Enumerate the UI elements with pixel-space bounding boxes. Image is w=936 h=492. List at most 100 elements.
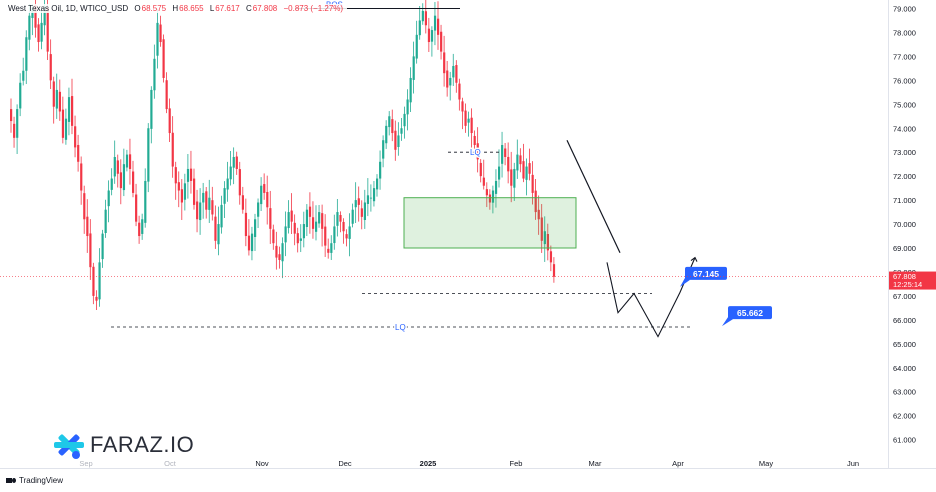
candle[interactable] [525, 158, 528, 196]
candle[interactable] [400, 117, 403, 141]
candle[interactable] [473, 130, 476, 149]
candle[interactable] [308, 192, 312, 234]
candle[interactable] [128, 138, 132, 185]
candle[interactable] [366, 178, 370, 217]
candle[interactable] [537, 195, 540, 235]
candle[interactable] [141, 213, 144, 240]
candle[interactable] [211, 186, 214, 221]
candle[interactable] [305, 204, 309, 237]
candle[interactable] [10, 98, 13, 133]
candle[interactable] [549, 245, 553, 272]
candle[interactable] [546, 223, 549, 261]
candle[interactable] [485, 182, 488, 208]
candle[interactable] [443, 35, 446, 87]
candle[interactable] [55, 73, 58, 119]
candle[interactable] [498, 149, 501, 188]
candle[interactable] [244, 198, 248, 247]
current-price-badge[interactable] [889, 271, 936, 290]
candle[interactable] [433, 2, 437, 46]
candle[interactable] [369, 184, 373, 212]
candle[interactable] [412, 41, 415, 94]
candle[interactable] [220, 195, 223, 234]
candle[interactable] [327, 238, 330, 259]
candle[interactable] [208, 179, 211, 223]
candle[interactable] [98, 248, 101, 307]
candle[interactable] [147, 123, 150, 193]
candle[interactable] [336, 198, 339, 237]
candle[interactable] [342, 218, 345, 244]
candle[interactable] [363, 189, 366, 229]
candle[interactable] [427, 17, 431, 52]
candle[interactable] [348, 213, 351, 257]
candle[interactable] [543, 216, 546, 262]
candle[interactable] [238, 161, 241, 205]
candle[interactable] [388, 111, 391, 136]
candle[interactable] [263, 173, 266, 200]
candle[interactable] [513, 162, 516, 201]
tradingview-footer[interactable]: TradingView [6, 476, 63, 485]
candle[interactable] [376, 174, 379, 197]
candle[interactable] [458, 78, 461, 111]
candle[interactable] [153, 44, 156, 99]
order-block-zone[interactable] [403, 197, 577, 249]
candle[interactable] [135, 183, 138, 227]
candle[interactable] [491, 185, 495, 214]
candle[interactable] [199, 188, 202, 235]
candle[interactable] [455, 60, 458, 93]
candle[interactable] [177, 171, 180, 208]
candle[interactable] [180, 179, 183, 220]
candle[interactable] [110, 168, 113, 196]
candle[interactable] [494, 169, 498, 208]
candle[interactable] [382, 135, 385, 168]
candle[interactable] [25, 30, 28, 85]
candle[interactable] [61, 96, 65, 144]
candle[interactable] [394, 120, 397, 161]
candle[interactable] [470, 108, 473, 149]
candle[interactable] [144, 168, 147, 228]
candle[interactable] [510, 151, 513, 203]
candle[interactable] [89, 219, 92, 280]
candle[interactable] [189, 150, 193, 194]
candle[interactable] [354, 182, 357, 224]
candle[interactable] [22, 57, 25, 86]
projection-path[interactable] [606, 257, 696, 338]
candle[interactable] [430, 26, 434, 57]
candle[interactable] [64, 108, 68, 145]
candle[interactable] [67, 87, 71, 136]
candle[interactable] [254, 213, 257, 252]
candle[interactable] [116, 154, 119, 188]
candle[interactable] [321, 204, 324, 247]
candle[interactable] [275, 231, 278, 270]
candle[interactable] [315, 205, 318, 241]
candle[interactable] [150, 86, 153, 144]
candle[interactable] [104, 199, 107, 238]
candle[interactable] [479, 159, 482, 183]
candle[interactable] [138, 215, 141, 244]
candle[interactable] [476, 127, 479, 173]
target1-badge[interactable] [685, 266, 727, 280]
candle[interactable] [507, 142, 510, 184]
candle[interactable] [418, 6, 421, 40]
candle[interactable] [287, 200, 290, 234]
candle[interactable] [391, 109, 394, 142]
candle[interactable] [113, 140, 116, 184]
candle[interactable] [302, 211, 305, 248]
candle[interactable] [86, 199, 89, 253]
candle[interactable] [385, 120, 388, 149]
candle[interactable] [278, 246, 281, 269]
candle[interactable] [482, 159, 485, 190]
candle[interactable] [196, 189, 199, 233]
target2-badge[interactable] [728, 306, 772, 320]
candle[interactable] [324, 214, 327, 257]
symbol-title[interactable]: West Texas Oil, 1D, WTICO_USD [8, 4, 129, 13]
candle[interactable] [247, 219, 251, 256]
candle[interactable] [437, 1, 440, 50]
candle[interactable] [58, 79, 61, 121]
candle[interactable] [19, 73, 22, 117]
candle[interactable] [71, 78, 74, 135]
candle[interactable] [501, 131, 504, 178]
candle[interactable] [357, 186, 360, 222]
candle[interactable] [165, 72, 168, 114]
candle[interactable] [534, 178, 537, 220]
